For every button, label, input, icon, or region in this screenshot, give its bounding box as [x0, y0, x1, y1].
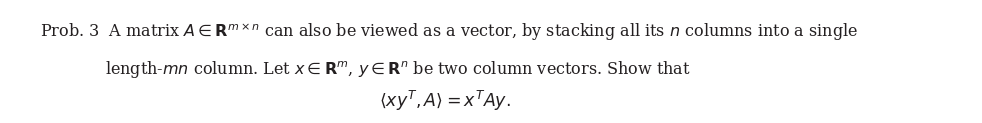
Text: $\langle xy^T, A\rangle = x^T Ay.$: $\langle xy^T, A\rangle = x^T Ay.$ [379, 89, 512, 113]
Text: Prob. 3  A matrix $A \in \mathbf{R}^{m\times n}$ can also be viewed as a vector,: Prob. 3 A matrix $A \in \mathbf{R}^{m\ti… [40, 22, 858, 43]
Text: length-$mn$ column. Let $x \in \mathbf{R}^{m}$, $y \in \mathbf{R}^{n}$ be two co: length-$mn$ column. Let $x \in \mathbf{R… [105, 59, 691, 80]
